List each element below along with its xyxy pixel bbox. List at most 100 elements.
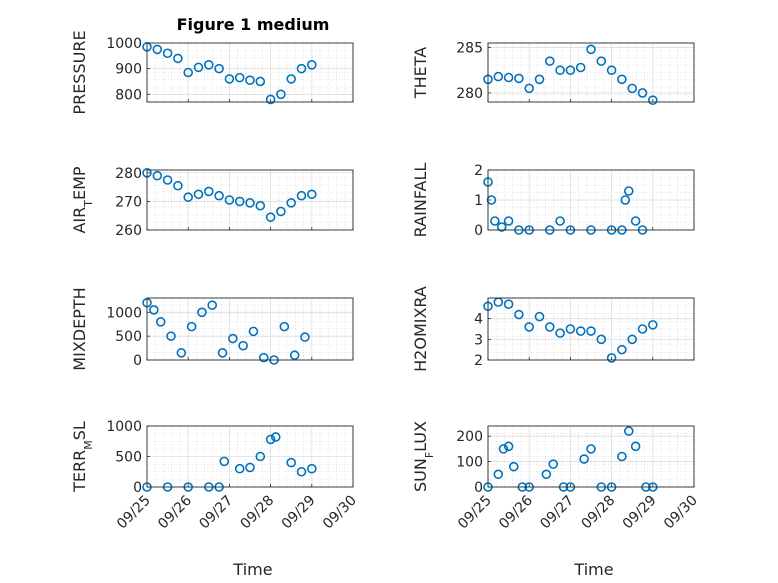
data-point [197,307,207,318]
y-tick-label: 200 [456,429,483,445]
y-axis-label: SUNFLUX [411,421,436,492]
y-axis-label: TERRMSL [70,421,95,493]
data-point [579,454,589,464]
data-point [596,334,607,345]
x-tick-label: 09/29 [620,493,660,533]
axes-frame [487,297,695,361]
x-tick-label: 09/26 [496,492,536,532]
x-axis-label-left: Time [232,560,272,579]
data-point [544,56,555,66]
data-point [204,186,214,197]
x-tick-label: 09/30 [661,493,701,533]
x-tick-label: 09/26 [155,492,195,532]
y-tick-label: 0 [133,353,142,369]
data-point [306,463,317,474]
y-tick-label: 4 [474,312,483,328]
data-point [255,200,266,211]
data-point [627,334,638,345]
data-point [276,206,286,217]
data-point [486,195,497,205]
data-point [503,216,514,226]
data-point [270,432,281,442]
y-tick-label: 0 [133,480,142,496]
data-point [544,322,555,332]
data-point [255,76,266,87]
y-tick-label: 1 [474,193,483,209]
subplot-5: 0 500 1000 MIXDEPTH [70,287,354,371]
data-point [238,340,248,351]
data-point [296,466,307,477]
data-point [207,300,218,310]
data-point [265,94,276,105]
data-point [296,63,307,74]
data-point [183,192,193,202]
subplot-2: 280 285 THETA [411,41,695,105]
y-tick-label: 1000 [106,305,142,321]
axes-frame [487,42,695,103]
y-tick-label: 1000 [106,36,142,52]
subplot-6: 2 3 4 H2OMIXRA [411,286,695,372]
y-tick-label: 800 [115,87,142,103]
figure-title: Figure 1 medium [177,15,330,34]
y-axis-label: PRESSURE [70,30,89,114]
data-point [586,444,596,454]
data-point [306,60,317,70]
data-point [193,62,204,73]
x-tick-label: 09/27 [537,493,577,533]
data-point [162,175,173,185]
y-axis-label: RAINFALL [411,163,430,238]
data-point [234,72,245,83]
data-point [279,321,290,332]
data-point [617,344,627,355]
data-point [503,441,514,452]
axes-frame [487,425,695,488]
data-point [555,216,565,226]
axes-frame [146,42,354,103]
data-point [214,190,224,201]
data-point [548,459,559,469]
data-point [296,190,307,201]
data-point [606,65,617,76]
data-point [575,62,586,73]
data-point [637,324,648,334]
y-tick-label: 260 [115,223,142,239]
data-point [565,324,576,334]
y-tick-label: 500 [115,329,142,345]
data-point [493,71,504,82]
subplot-1: 800 900 1000 PRESSURE [70,30,354,115]
axes-frame [487,169,695,231]
axes-frame [146,169,354,231]
data-point [534,74,545,85]
data-point [524,83,535,94]
data-point [503,72,514,83]
data-point [149,305,159,315]
y-axis-label: AIRTEMP [70,166,95,233]
data-point [214,63,224,74]
data-point [498,444,509,454]
data-point [152,170,163,181]
y-tick-label: 100 [456,455,483,471]
data-point [637,88,648,98]
subplot-7: 0 500 1000 09/25 09/26 09/27 09/28 09/29 09/30 TE… [70,419,360,532]
data-point [245,198,255,208]
data-point [606,353,617,363]
data-point [217,348,228,358]
data-point [623,426,634,436]
data-point [496,222,507,232]
data-point [204,60,214,70]
data-point [173,53,183,64]
data-point [647,320,658,330]
y-axis-label: THETA [411,47,430,99]
data-point [493,469,504,480]
y-tick-label: 0 [474,480,483,496]
data-point [617,451,627,462]
data-point [508,461,519,472]
data-point [630,216,641,226]
data-point [575,326,586,336]
data-point [630,441,641,452]
data-point [586,44,596,55]
x-tick-label: 09/30 [320,493,360,533]
y-tick-label: 280 [456,86,483,102]
y-tick-label: 1000 [106,419,142,435]
